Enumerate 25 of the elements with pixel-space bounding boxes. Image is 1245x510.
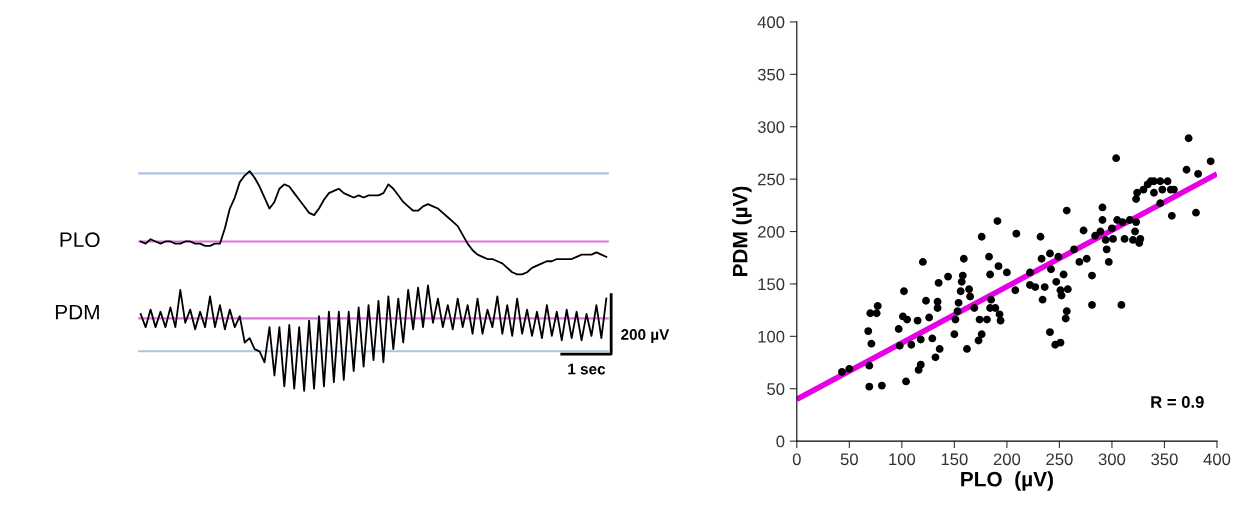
x-tick-label: 0: [792, 453, 801, 466]
y-tick-label: 150: [758, 278, 785, 291]
text: 200 µV: [621, 329, 670, 343]
text: PDM: [55, 305, 99, 320]
x-tick-label: 200: [993, 453, 1021, 466]
x-tick-label: 400: [1203, 453, 1231, 466]
y-tick-label: 250: [758, 173, 785, 186]
y-tick-label: 50: [767, 383, 785, 395]
y-tick-label: 300: [757, 121, 785, 133]
y-tick-label: 0: [776, 435, 785, 448]
x-axis-title: PLO (µV): [961, 471, 1053, 491]
x-tick-label: 50: [840, 453, 858, 466]
y-tick-label: 400: [757, 16, 785, 29]
y-axis-title: PDM (µV): [732, 186, 752, 277]
y-tick-label: 350: [757, 68, 785, 81]
series-label: PLO: [60, 232, 100, 248]
y-tick-label: 100: [758, 330, 785, 343]
x-tick-label: 100: [889, 453, 916, 466]
x-tick-label: 150: [941, 453, 968, 466]
x-tick-label: 250: [1046, 453, 1073, 466]
y-tick-label: 200: [758, 225, 785, 238]
annotation: R = 0.9: [1151, 396, 1204, 408]
x-tick-label: 300: [1098, 453, 1126, 466]
x-tick-label: 350: [1151, 453, 1178, 466]
annotation: 1 sec: [568, 363, 606, 375]
